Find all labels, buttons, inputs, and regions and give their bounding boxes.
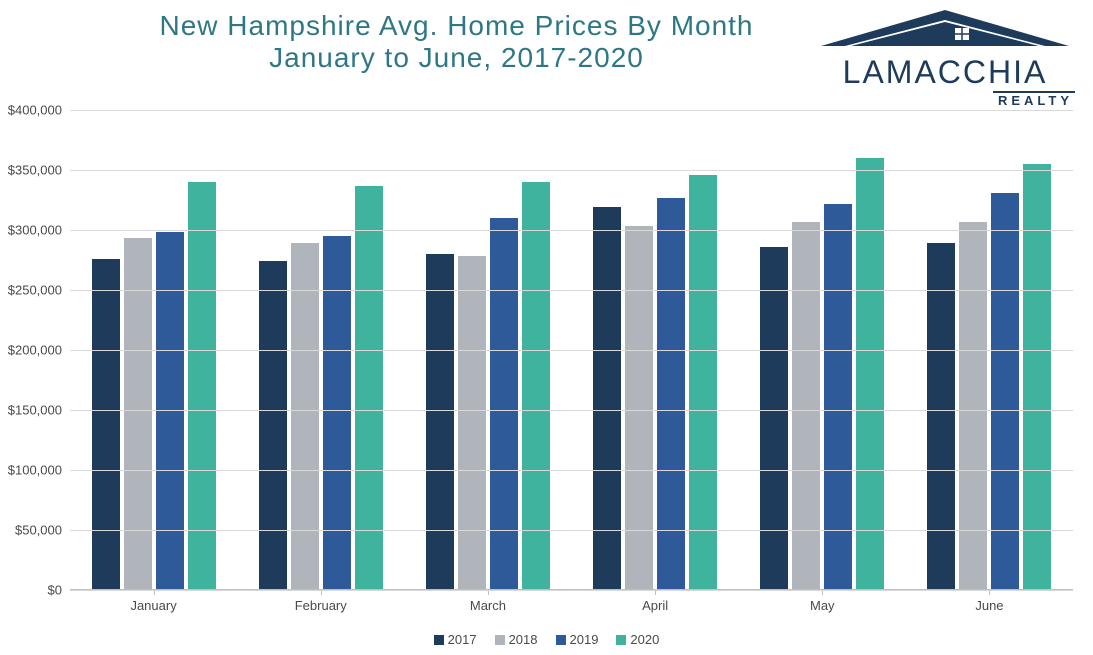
y-axis-label: $300,000 bbox=[0, 223, 62, 238]
bar bbox=[291, 243, 319, 590]
y-axis-label: $0 bbox=[0, 583, 62, 598]
y-axis-label: $350,000 bbox=[0, 163, 62, 178]
gridline bbox=[70, 350, 1073, 351]
bar bbox=[593, 207, 621, 590]
legend-swatch bbox=[616, 635, 626, 645]
gridline bbox=[70, 470, 1073, 471]
y-axis-label: $100,000 bbox=[0, 463, 62, 478]
legend-swatch bbox=[434, 635, 444, 645]
bar bbox=[156, 232, 184, 590]
bar bbox=[824, 204, 852, 590]
bar bbox=[657, 198, 685, 590]
y-axis-label: $200,000 bbox=[0, 343, 62, 358]
bar bbox=[522, 182, 550, 590]
roof-icon bbox=[815, 8, 1075, 54]
legend-swatch bbox=[495, 635, 505, 645]
bar bbox=[927, 243, 955, 590]
bar bbox=[259, 261, 287, 590]
bar bbox=[792, 222, 820, 590]
legend: 2017 2018 2019 2020 bbox=[0, 632, 1093, 647]
legend-label: 2019 bbox=[570, 632, 599, 647]
legend-item: 2018 bbox=[495, 632, 538, 647]
y-axis-label: $400,000 bbox=[0, 103, 62, 118]
bar bbox=[490, 218, 518, 590]
legend-label: 2020 bbox=[630, 632, 659, 647]
bar bbox=[1023, 164, 1051, 590]
bar bbox=[625, 226, 653, 590]
gridline bbox=[70, 590, 1073, 591]
gridline bbox=[70, 230, 1073, 231]
logo-brand-text: LAMACCHIA bbox=[815, 54, 1075, 91]
legend-item: 2017 bbox=[434, 632, 477, 647]
bar bbox=[856, 158, 884, 590]
bar bbox=[188, 182, 216, 590]
gridline bbox=[70, 410, 1073, 411]
gridline bbox=[70, 110, 1073, 111]
bar bbox=[689, 175, 717, 590]
bar bbox=[92, 259, 120, 590]
y-axis-label: $50,000 bbox=[0, 523, 62, 538]
chart-plot-area: JanuaryFebruaryMarchAprilMayJune $0$50,0… bbox=[70, 110, 1073, 590]
bar bbox=[760, 247, 788, 590]
brand-logo: LAMACCHIA REALTY bbox=[815, 8, 1075, 108]
legend-swatch bbox=[556, 635, 566, 645]
bar bbox=[426, 254, 454, 590]
legend-item: 2019 bbox=[556, 632, 599, 647]
legend-item: 2020 bbox=[616, 632, 659, 647]
y-axis-label: $250,000 bbox=[0, 283, 62, 298]
gridline bbox=[70, 290, 1073, 291]
bar bbox=[124, 238, 152, 590]
legend-label: 2017 bbox=[448, 632, 477, 647]
legend-label: 2018 bbox=[509, 632, 538, 647]
bar bbox=[458, 256, 486, 590]
title-line-2: January to June, 2017-2020 bbox=[40, 42, 873, 74]
y-axis-label: $150,000 bbox=[0, 403, 62, 418]
title-line-1: New Hampshire Avg. Home Prices By Month bbox=[40, 10, 873, 42]
gridline bbox=[70, 530, 1073, 531]
logo-sub-text: REALTY bbox=[993, 91, 1075, 108]
gridline bbox=[70, 170, 1073, 171]
bar bbox=[959, 222, 987, 590]
